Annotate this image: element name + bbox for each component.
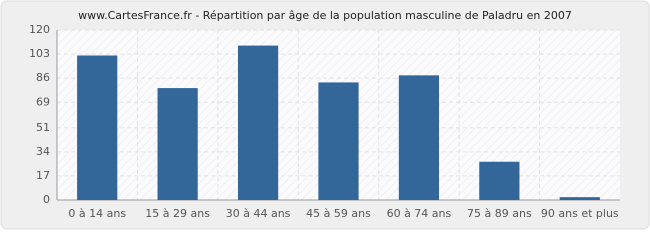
y-tick-label: 0 xyxy=(43,193,50,206)
chart: www.CartesFrance.fr - Répartition par âg… xyxy=(0,0,650,230)
x-tick-label: 90 ans et plus xyxy=(541,207,619,220)
x-tick-label: 30 à 44 ans xyxy=(226,207,291,220)
bar xyxy=(398,75,440,200)
x-tick-label: 60 à 74 ans xyxy=(387,207,452,220)
y-tick-label: 86 xyxy=(36,71,50,84)
y-tick-label: 69 xyxy=(36,95,50,108)
y-tick-label: 120 xyxy=(29,23,50,36)
y-tick-label: 103 xyxy=(29,47,50,60)
x-tick-label: 45 à 59 ans xyxy=(306,207,371,220)
x-tick-label: 75 à 89 ans xyxy=(467,207,532,220)
x-tick-label: 0 à 14 ans xyxy=(68,207,126,220)
bar xyxy=(157,88,198,200)
chart-title: www.CartesFrance.fr - Répartition par âg… xyxy=(78,9,572,22)
x-tick-label: 15 à 29 ans xyxy=(145,207,210,220)
bar xyxy=(318,82,359,200)
bar xyxy=(237,45,279,201)
y-tick-label: 17 xyxy=(36,169,50,182)
bar xyxy=(479,161,520,200)
y-tick-label: 51 xyxy=(36,121,50,134)
bar xyxy=(559,197,600,200)
bar xyxy=(77,55,118,200)
y-tick-label: 34 xyxy=(36,145,50,158)
